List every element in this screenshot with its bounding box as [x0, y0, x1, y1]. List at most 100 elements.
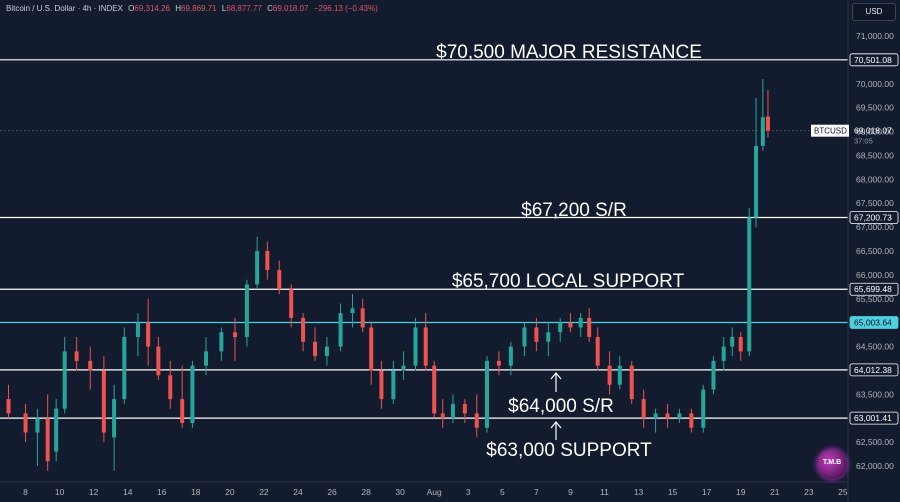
price-axis[interactable]: 62,000.0062,500.0063,000.0063,500.0064,0…: [811, 0, 899, 502]
candle-body: [289, 289, 294, 318]
candle-body: [765, 116, 770, 131]
price-tick-label: 63,500.00: [856, 389, 894, 399]
candle-body: [244, 284, 249, 337]
candle-body: [462, 403, 467, 414]
time-tick-label: 14: [123, 487, 133, 497]
candle-body: [135, 322, 140, 337]
candle-body: [413, 327, 418, 366]
candle-body: [432, 365, 437, 414]
time-tick-label: 26: [327, 487, 337, 497]
candle-body: [338, 313, 343, 347]
candle-body: [546, 332, 551, 342]
time-tick-label: 19: [736, 487, 746, 497]
candle-body: [629, 365, 634, 400]
candle-body: [265, 251, 270, 271]
candle-body: [653, 413, 658, 419]
candle-body: [74, 351, 79, 361]
level-price-tag: [849, 411, 899, 425]
price-tick-label: 67,500.00: [856, 198, 894, 208]
level-annotation: $64,000 S/R: [508, 396, 614, 417]
candle-body: [277, 270, 282, 290]
high-value: 69,869.71: [181, 4, 217, 13]
time-tick-label: 10: [55, 487, 65, 497]
price-tick-label: 66,000.00: [856, 270, 894, 280]
candle-body: [641, 399, 646, 419]
candle-body: [496, 360, 501, 366]
price-tick-label: 62,500.00: [856, 437, 894, 447]
time-tick-label: 16: [157, 487, 167, 497]
candle-body: [379, 370, 384, 400]
candle-body: [754, 145, 759, 218]
level-price-tag: [849, 316, 899, 329]
time-tick-label: 15: [668, 487, 678, 497]
price-tick-label: 69,000.00: [856, 127, 894, 137]
candle-body: [568, 322, 573, 328]
candle-body: [255, 251, 260, 285]
level-price-label: 63,001.41: [854, 413, 892, 423]
candle-body: [301, 317, 306, 342]
candle-body: [474, 413, 479, 428]
candle-body: [508, 346, 513, 366]
time-tick-label: 30: [395, 487, 405, 497]
price-tick-label: 68,500.00: [856, 150, 894, 160]
candle-body: [112, 399, 117, 438]
close-label: C: [267, 4, 273, 13]
time-tick-label: 13: [634, 487, 644, 497]
candle-body: [360, 308, 365, 328]
candle-body: [440, 413, 445, 419]
candle-body: [701, 389, 706, 428]
level-price-label: 65,699.48: [854, 284, 892, 294]
candles: [6, 79, 770, 471]
candle-body: [450, 403, 455, 419]
level-price-tag: [849, 363, 899, 377]
symbol-tag-label: BTCUSD: [814, 127, 847, 136]
time-axis[interactable]: 8 10 12 14 16 18 20 22 24 26 28 30 Aug 3 5 7 9 11 13 15 17 19…: [0, 481, 848, 497]
currency-button[interactable]: USD: [852, 3, 896, 21]
candle-body: [689, 413, 694, 428]
time-tick-label: 23: [804, 487, 814, 497]
support-resistance-levels: [0, 59, 848, 419]
level-price-label: 65,003.64: [854, 317, 892, 327]
candle-body: [313, 341, 318, 357]
time-tick-label: 17: [702, 487, 712, 497]
price-tick-label: 70,000.00: [856, 79, 894, 89]
low-value: 68,877.77: [226, 4, 262, 13]
candle-body: [558, 322, 563, 333]
candle-body: [45, 418, 50, 462]
price-tick-label: 67,000.00: [856, 222, 894, 232]
time-tick-label: 22: [259, 487, 269, 497]
time-tick-label: 8: [23, 487, 28, 497]
time-tick-label: 21: [770, 487, 780, 497]
level-annotation: $63,000 SUPPORT: [486, 440, 652, 461]
candle-body: [738, 337, 743, 352]
level-price-label: 67,200.73: [854, 213, 892, 223]
level-price-tag: [849, 282, 899, 296]
price-tick-label: 68,000.00: [856, 174, 894, 184]
candle-body: [190, 365, 195, 423]
candle-body: [54, 408, 59, 452]
candle-body: [607, 365, 612, 385]
candle-countdown: 37:05: [854, 137, 873, 146]
candle-body: [401, 365, 406, 371]
candle-body: [88, 360, 93, 371]
candle-body: [369, 327, 374, 371]
candle-body: [423, 327, 428, 366]
low-label: L: [221, 4, 227, 13]
annotations: $70,500 MAJOR RESISTANCE $67,200 S/R $65,7…: [436, 42, 702, 461]
candle-body: [146, 322, 151, 347]
candle-body: [204, 351, 209, 366]
candle-body: [534, 327, 539, 342]
time-tick-label: 3: [466, 487, 471, 497]
candle-body: [747, 217, 752, 352]
price-tick-label: 62,000.00: [856, 461, 894, 471]
time-tick-label: 20: [225, 487, 235, 497]
candle-body: [180, 399, 185, 423]
candle-body: [760, 117, 765, 146]
logo-text: T.M.B: [822, 459, 842, 466]
level-price-label: 64,012.38: [854, 365, 892, 375]
current-price-label: 69,018.07: [854, 126, 892, 136]
level-price-label: 70,501.08: [854, 55, 892, 65]
close-value: 69,018.07: [272, 4, 309, 13]
time-tick-label: 24: [293, 487, 303, 497]
